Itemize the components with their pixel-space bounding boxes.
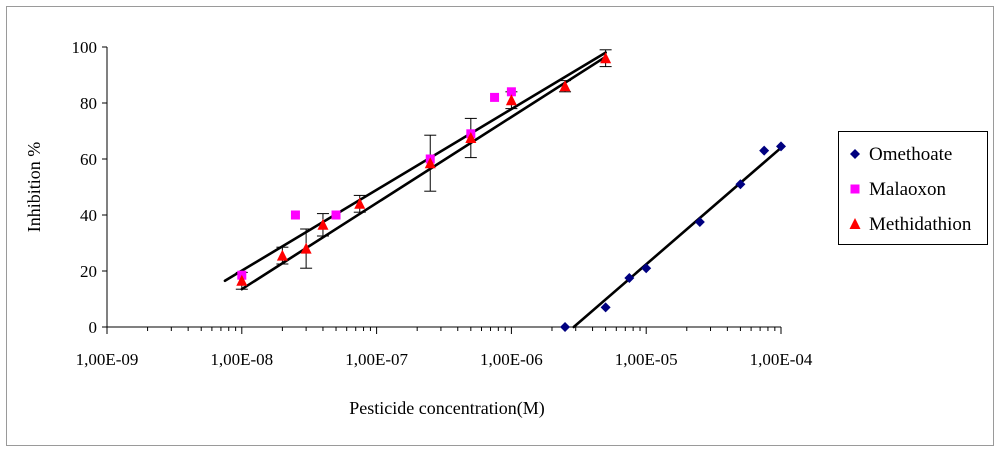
- point-omethoate: [735, 179, 746, 190]
- point-malaoxon: [506, 87, 516, 97]
- point-omethoate: [776, 141, 786, 152]
- point-omethoate: [560, 322, 571, 332]
- trendline-omethoate-fit: [572, 146, 783, 329]
- point-malaoxon: [490, 92, 500, 102]
- legend-label-malaoxon: Malaoxon: [869, 179, 947, 200]
- y-tick-label: 100: [72, 38, 98, 57]
- y-tick-label: 60: [80, 150, 97, 169]
- point-methidathion: [276, 249, 288, 261]
- point-omethoate: [600, 302, 611, 313]
- point-omethoate: [641, 263, 652, 274]
- y-tick-label: 80: [80, 94, 97, 113]
- point-methidathion: [505, 94, 517, 106]
- point-omethoate: [759, 145, 770, 156]
- axes-layer: [102, 46, 782, 334]
- y-tick-label: 0: [89, 318, 98, 337]
- markers-layer: [236, 52, 786, 332]
- point-malaoxon: [331, 210, 341, 220]
- y-axis-title: Inhibition %: [24, 142, 44, 233]
- x-tick-label: 1,00E-06: [480, 350, 543, 369]
- x-tick-label: 1,00E-05: [615, 350, 678, 369]
- trendline-methidathion-fit: [240, 55, 607, 291]
- point-methidathion: [465, 132, 477, 143]
- legend-label-omethoate: Omethoate: [869, 144, 952, 165]
- point-methidathion: [600, 52, 612, 64]
- y-tick-label: 40: [80, 206, 97, 225]
- legend-label-methidathion: Methidathion: [869, 214, 972, 235]
- tick-labels-layer: 0 20 40 60 80 100 1,00E-09 1,00E-08 1,00E-07 1,00…: [72, 38, 813, 369]
- x-tick-label: 1,00E-07: [345, 350, 408, 369]
- legend-marker-malaoxon: [850, 184, 860, 194]
- error-bars-layer: [235, 49, 612, 290]
- point-omethoate: [624, 273, 635, 283]
- trendline-malaoxon-fit: [223, 51, 607, 283]
- point-methidathion: [354, 197, 366, 209]
- legend-marker-methidathion: [849, 218, 861, 229]
- trendlines-layer: [223, 51, 783, 329]
- x-tick-label: 1,00E-08: [210, 350, 273, 369]
- legend: Omethoate Malaoxon Methidathion: [838, 131, 988, 245]
- y-tick-label: 20: [80, 262, 97, 281]
- point-omethoate: [694, 217, 705, 227]
- legend-svg: Omethoate Malaoxon Methidathion: [849, 144, 972, 235]
- point-methidathion: [300, 242, 312, 254]
- point-methidathion: [236, 274, 248, 286]
- x-tick-label: 1,00E-09: [76, 350, 139, 369]
- point-methidathion: [424, 157, 436, 169]
- point-methidathion: [559, 80, 571, 92]
- point-malaoxon: [290, 210, 300, 220]
- legend-marker-omethoate: [850, 149, 860, 159]
- x-tick-label: 1,00E-04: [750, 350, 813, 369]
- chart-frame: [6, 6, 994, 446]
- x-axis-title: Pesticide concentration(M): [349, 398, 544, 419]
- point-methidathion: [317, 218, 329, 230]
